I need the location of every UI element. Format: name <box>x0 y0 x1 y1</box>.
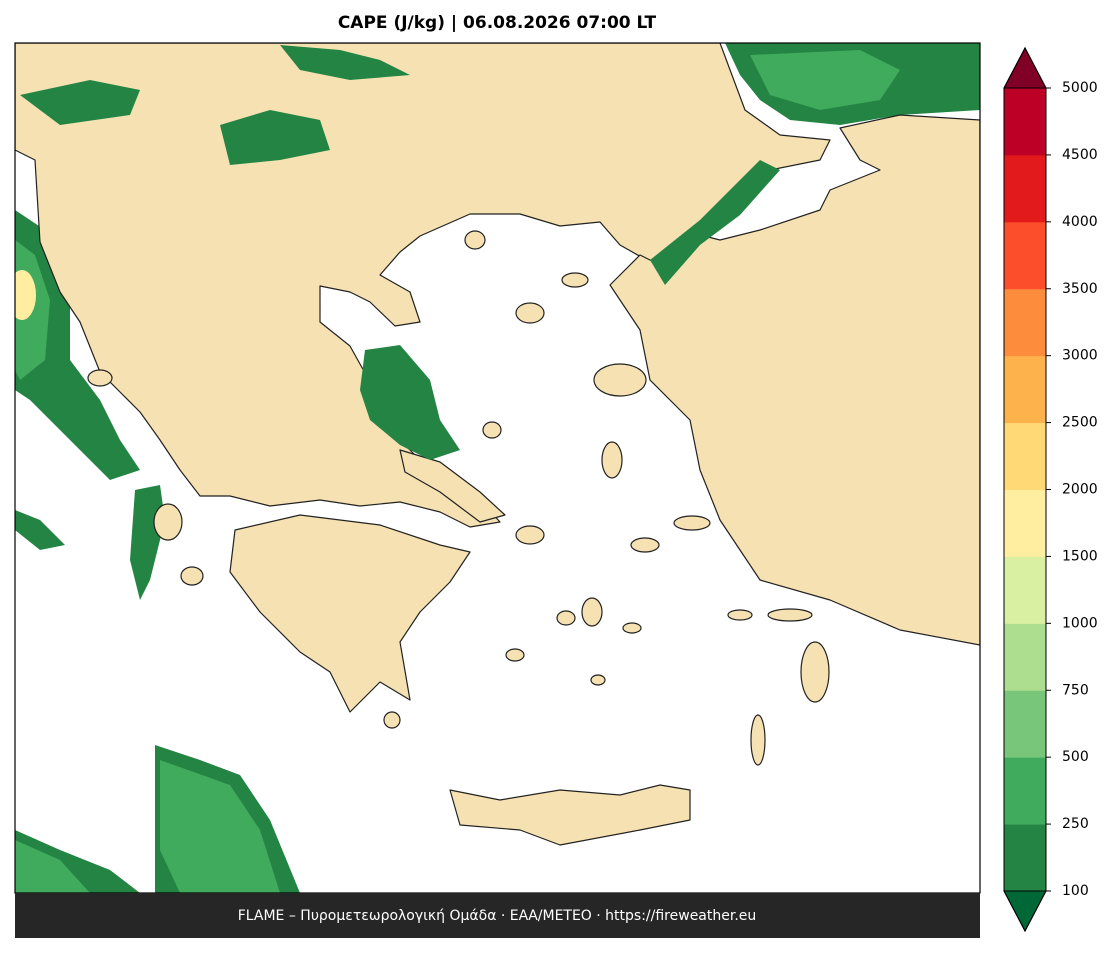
cape-area <box>360 345 460 460</box>
cape-area <box>15 510 65 550</box>
colorbar-band <box>1004 88 1046 156</box>
colorbar-band <box>1004 288 1046 357</box>
map <box>14 42 981 894</box>
colorbar-band <box>1004 757 1046 825</box>
land <box>399 449 506 523</box>
cape-area <box>280 45 410 80</box>
colorbar-tick-label: 1500 <box>1062 548 1098 564</box>
colorbar-band <box>1004 824 1046 892</box>
islands <box>87 230 830 766</box>
cape-area <box>20 80 140 125</box>
colorbar-band <box>1004 623 1046 691</box>
colorbar-tick-label: 2000 <box>1062 482 1098 498</box>
colorbar-band <box>1004 690 1046 758</box>
colorbar-tick-label: 5000 <box>1062 80 1098 96</box>
colorbar-tick-label: 2500 <box>1062 415 1098 431</box>
map-title: CAPE (J/kg) | 06.08.2026 07:00 LT <box>338 13 657 33</box>
colorbar-tick-label: 100 <box>1062 883 1089 899</box>
cape-area <box>750 50 900 110</box>
colorbar-tick-label: 750 <box>1062 682 1089 698</box>
colorbar-tick-label: 3000 <box>1062 348 1098 364</box>
footer-bar <box>15 893 980 938</box>
cape-area <box>15 270 36 320</box>
cape-area <box>650 160 780 285</box>
colorbar-band <box>1004 556 1046 624</box>
colorbar-tick-label: 4000 <box>1062 214 1098 230</box>
cape-area <box>220 110 330 165</box>
colorbar-tick-label: 4500 <box>1062 147 1098 163</box>
colorbar-extend-over <box>1003 46 1047 89</box>
land <box>449 784 691 846</box>
cape-area <box>160 760 280 893</box>
colorbar-band <box>1004 221 1046 290</box>
cape-area <box>15 840 90 893</box>
colorbar-tick-label: 3500 <box>1062 281 1098 297</box>
colorbar: 100 250 500 750 1000 1500 2000 2500 3000 3500 4000… <box>1003 46 1098 933</box>
colorbar-band <box>1004 422 1046 490</box>
footer-text: FLAME – Πυρομετεωρολογική Ομάδα · ΕΑΑ/ME… <box>238 908 757 924</box>
colorbar-extend-under <box>1003 890 1047 933</box>
cape-area <box>15 210 140 480</box>
land <box>609 114 980 646</box>
colorbar-tick-label: 250 <box>1062 816 1089 832</box>
colorbar-band <box>1004 154 1046 223</box>
colorbar-tick-label: 1000 <box>1062 615 1098 631</box>
colorbar-band <box>1004 355 1046 424</box>
colorbar-tick-label: 500 <box>1062 749 1089 765</box>
land <box>229 514 471 713</box>
colorbar-band <box>1004 489 1046 557</box>
